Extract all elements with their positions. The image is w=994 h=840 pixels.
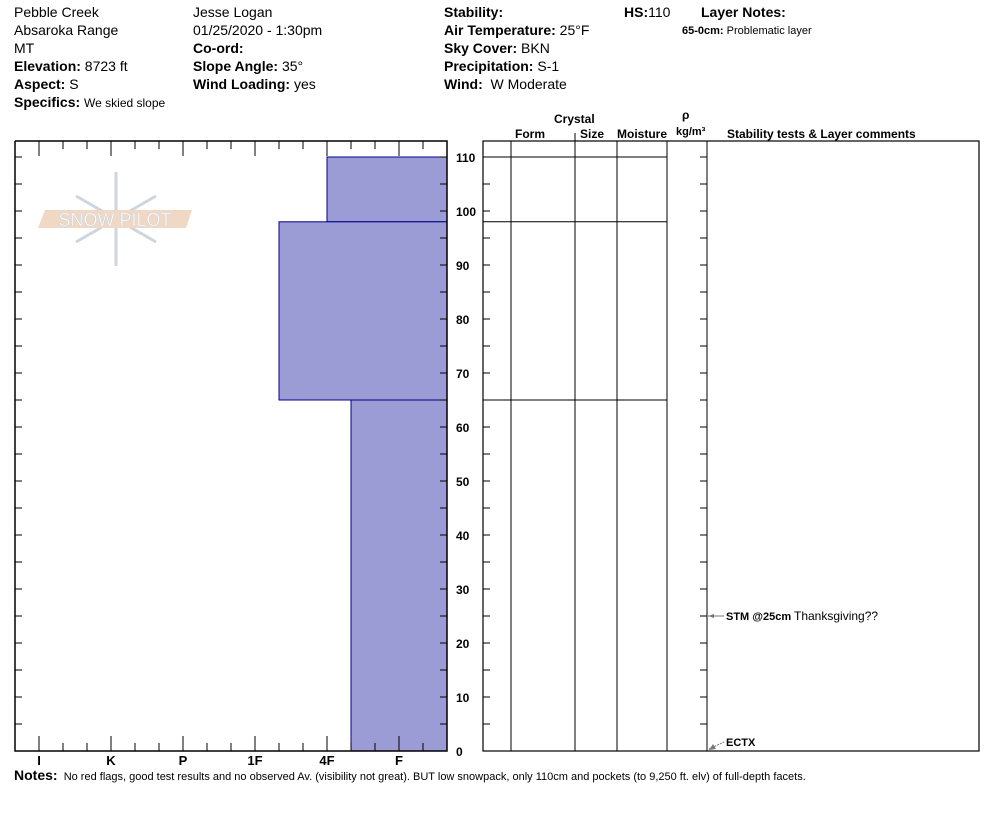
wind-value: W Moderate [490, 76, 567, 92]
moisture-header: Moisture [617, 127, 668, 141]
depth-label: 60 [456, 421, 470, 435]
layer-note-range: 65-0cm: [682, 25, 724, 37]
wind-loading-value: yes [293, 76, 316, 92]
specifics-value: We skied slope [84, 96, 166, 110]
hs-label: HS: [624, 4, 649, 20]
hardness-label: K [106, 753, 116, 768]
hs: HS:110 [624, 3, 670, 21]
test-pointer [708, 741, 725, 750]
specifics-label: Specifics: [14, 94, 81, 110]
layer-note: 65-0cm: Problematic layer [682, 22, 812, 40]
logo-text: SNOW PILOT [58, 210, 171, 230]
coord-label: Co-ord: [193, 40, 244, 56]
depth-label: 10 [456, 691, 470, 705]
aspect-label: Aspect: [14, 76, 66, 92]
elevation: Elevation: 8723 ft [14, 57, 128, 75]
notes-text: No red flags, good test results and no o… [63, 771, 806, 783]
crystal-header: Crystal [554, 112, 595, 126]
depth-label: 30 [456, 583, 470, 597]
wind-label: Wind: [444, 76, 483, 92]
depth-label: 70 [456, 367, 470, 381]
sky-value: BKN [521, 40, 550, 56]
sky-label: Sky Cover: [444, 40, 518, 56]
test-code: ECTX [726, 737, 756, 749]
depth-label: 110 [456, 151, 476, 165]
location: Pebble Creek [14, 4, 99, 20]
form-header: Form [515, 127, 545, 141]
density-unit-header: kg/m³ [676, 126, 706, 138]
sky-cover: Sky Cover: BKN [444, 39, 550, 57]
hardness-label: 4F [319, 753, 334, 768]
elevation-value: 8723 ft [84, 58, 128, 74]
specifics: Specifics: We skied slope [14, 93, 165, 112]
slope-angle: Slope Angle: 35° [193, 57, 303, 75]
hardness-label: P [179, 753, 188, 768]
observer: Jesse Logan [193, 4, 273, 20]
wind-loading: Wind Loading: yes [193, 75, 316, 93]
datetime: 01/25/2020 - 1:30pm [193, 22, 323, 38]
arrow-icon [709, 744, 716, 750]
hardness-label: F [395, 753, 403, 768]
hs-value: 110 [648, 4, 671, 20]
precipitation: Precipitation: S-1 [444, 57, 559, 75]
layer-table-frame [482, 140, 980, 752]
test-comment: Thanksgiving?? [794, 609, 878, 623]
depth-label: 20 [456, 637, 470, 651]
range: Absaroka Range [14, 22, 119, 38]
slope-value: 35° [281, 58, 304, 74]
elevation-label: Elevation: [14, 58, 81, 74]
slope-label: Slope Angle: [193, 58, 279, 74]
layer-notes-label: Layer Notes: [701, 4, 786, 20]
depth-label: 50 [456, 475, 470, 489]
notes: Notes: No red flags, good test results a… [14, 766, 806, 786]
hardness-label: 1F [247, 753, 262, 768]
notes-label: Notes: [14, 767, 58, 783]
air-temp-value: 25°F [559, 22, 590, 38]
size-header: Size [580, 127, 605, 141]
snow-pilot-logo: SNOW PILOT [38, 172, 192, 266]
comments-header: Stability tests & Layer comments [727, 127, 916, 141]
stability-label: Stability: [444, 4, 504, 20]
arrow-icon [708, 614, 714, 618]
aspect: Aspect: S [14, 75, 79, 93]
aspect-value: S [69, 76, 79, 92]
test-code: STM @25cm [726, 611, 791, 623]
depth-label: 0 [456, 745, 463, 759]
hardness-layer-2 [350, 399, 448, 752]
wind-loading-label: Wind Loading: [193, 76, 291, 92]
hardness-label: I [37, 753, 41, 768]
wind: Wind: W Moderate [444, 75, 567, 93]
depth-label: 90 [456, 259, 470, 273]
state: MT [14, 40, 35, 56]
air-temp: Air Temperature: 25°F [444, 21, 589, 39]
precip-label: Precipitation: [444, 58, 534, 74]
layer-note-text: Problematic layer [726, 25, 812, 37]
rho-header: ρ [682, 108, 690, 122]
depth-label: 40 [456, 529, 470, 543]
air-temp-label: Air Temperature: [444, 22, 556, 38]
depth-label: 80 [456, 313, 470, 327]
hardness-layer-1 [278, 221, 448, 401]
hardness-layer-0 [326, 156, 448, 223]
precip-value: S-1 [537, 58, 560, 74]
depth-label: 100 [456, 205, 476, 219]
